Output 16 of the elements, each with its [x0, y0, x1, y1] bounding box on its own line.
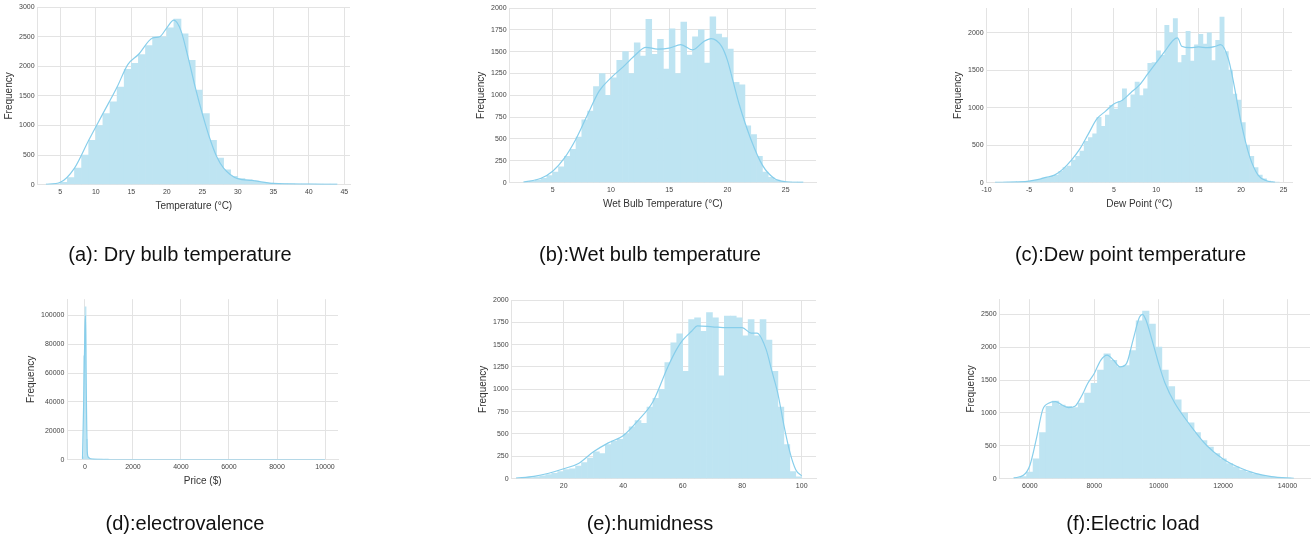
x-axis-title: Price ($) [183, 474, 222, 486]
y-axis-title: Frequency [2, 72, 14, 120]
text: (e):humidness [585, 512, 715, 535]
text: (c):Dew point temperature [1013, 243, 1248, 266]
x-axis-title: Wet Bulb Temperature (°C) [602, 197, 723, 209]
text: (f):Electric load [1065, 512, 1201, 535]
x-axis-title: Temperature (°C) [155, 199, 233, 211]
text: (a): Dry bulb temperature [67, 243, 293, 266]
text: (b):Wet bulb temperature [538, 243, 762, 266]
x-axis-title: Dew Point (°C) [1106, 197, 1173, 209]
y-axis-title: Frequency [951, 71, 963, 119]
y-axis-title: Frequency [476, 365, 488, 413]
y-axis-title: Frequency [24, 355, 36, 404]
y-axis-title: Frequency [964, 365, 976, 413]
text: (d):electrovalence [104, 512, 266, 535]
y-axis-title: Frequency [474, 71, 486, 119]
